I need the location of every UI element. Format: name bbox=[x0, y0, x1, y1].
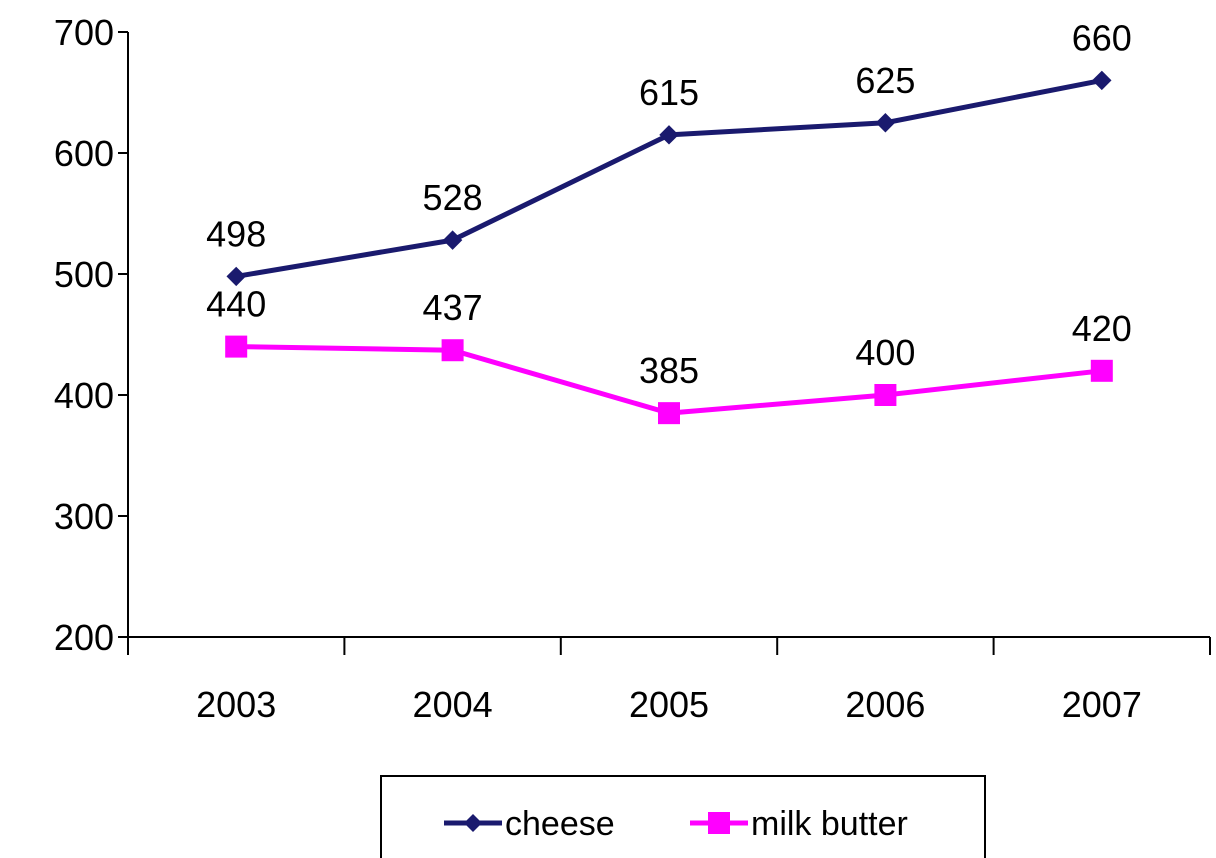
y-tick-label: 200 bbox=[54, 617, 114, 658]
data-point bbox=[1090, 359, 1113, 382]
y-tick-label: 300 bbox=[54, 496, 114, 537]
x-tick-label: 2004 bbox=[413, 684, 493, 725]
y-tick-label: 400 bbox=[54, 375, 114, 416]
y-axis-ticks: 200 300 400 500 600 700 bbox=[54, 12, 128, 658]
legend-item-milk-butter: milk butter bbox=[690, 805, 908, 843]
y-tick-label: 700 bbox=[54, 12, 114, 53]
series-cheese bbox=[226, 70, 1112, 287]
x-tick-label: 2003 bbox=[196, 684, 276, 725]
data-label: 660 bbox=[1072, 17, 1132, 58]
y-tick-label: 500 bbox=[54, 254, 114, 295]
x-tick-label: 2007 bbox=[1062, 684, 1142, 725]
data-label: 385 bbox=[639, 350, 699, 391]
data-point bbox=[441, 339, 464, 362]
legend-item-cheese: cheese bbox=[444, 805, 615, 843]
data-point bbox=[225, 335, 248, 358]
data-point bbox=[1092, 70, 1112, 91]
legend-swatch-marker bbox=[708, 812, 730, 834]
data-label: 420 bbox=[1072, 308, 1132, 349]
legend-swatch-marker bbox=[464, 814, 482, 832]
data-label: 400 bbox=[855, 332, 915, 373]
x-tick-label: 2006 bbox=[845, 684, 925, 725]
legend-label: cheese bbox=[505, 805, 615, 843]
legend-box bbox=[380, 775, 986, 858]
data-label: 440 bbox=[206, 284, 266, 325]
data-labels: 498 528 615 625 660 440 437 385 400 420 bbox=[206, 17, 1132, 391]
data-point bbox=[226, 266, 246, 287]
data-label: 528 bbox=[423, 177, 483, 218]
x-axis-ticks: 2003 2004 2005 2006 2007 bbox=[127, 637, 1211, 725]
y-tick-label: 600 bbox=[54, 133, 114, 174]
data-point bbox=[442, 230, 463, 250]
data-label: 625 bbox=[855, 60, 915, 101]
series-layer bbox=[225, 70, 1113, 425]
data-point bbox=[874, 384, 897, 406]
legend: cheese milk butter bbox=[380, 775, 986, 858]
data-point bbox=[658, 402, 680, 425]
data-point bbox=[875, 113, 896, 133]
axes bbox=[127, 32, 1210, 638]
data-label: 498 bbox=[206, 213, 266, 254]
series-milk-butter bbox=[225, 335, 1113, 425]
x-tick-label: 2005 bbox=[629, 684, 709, 725]
legend-label: milk butter bbox=[751, 805, 908, 843]
data-point bbox=[659, 125, 679, 145]
data-label: 437 bbox=[423, 287, 483, 328]
data-label: 615 bbox=[639, 72, 699, 113]
